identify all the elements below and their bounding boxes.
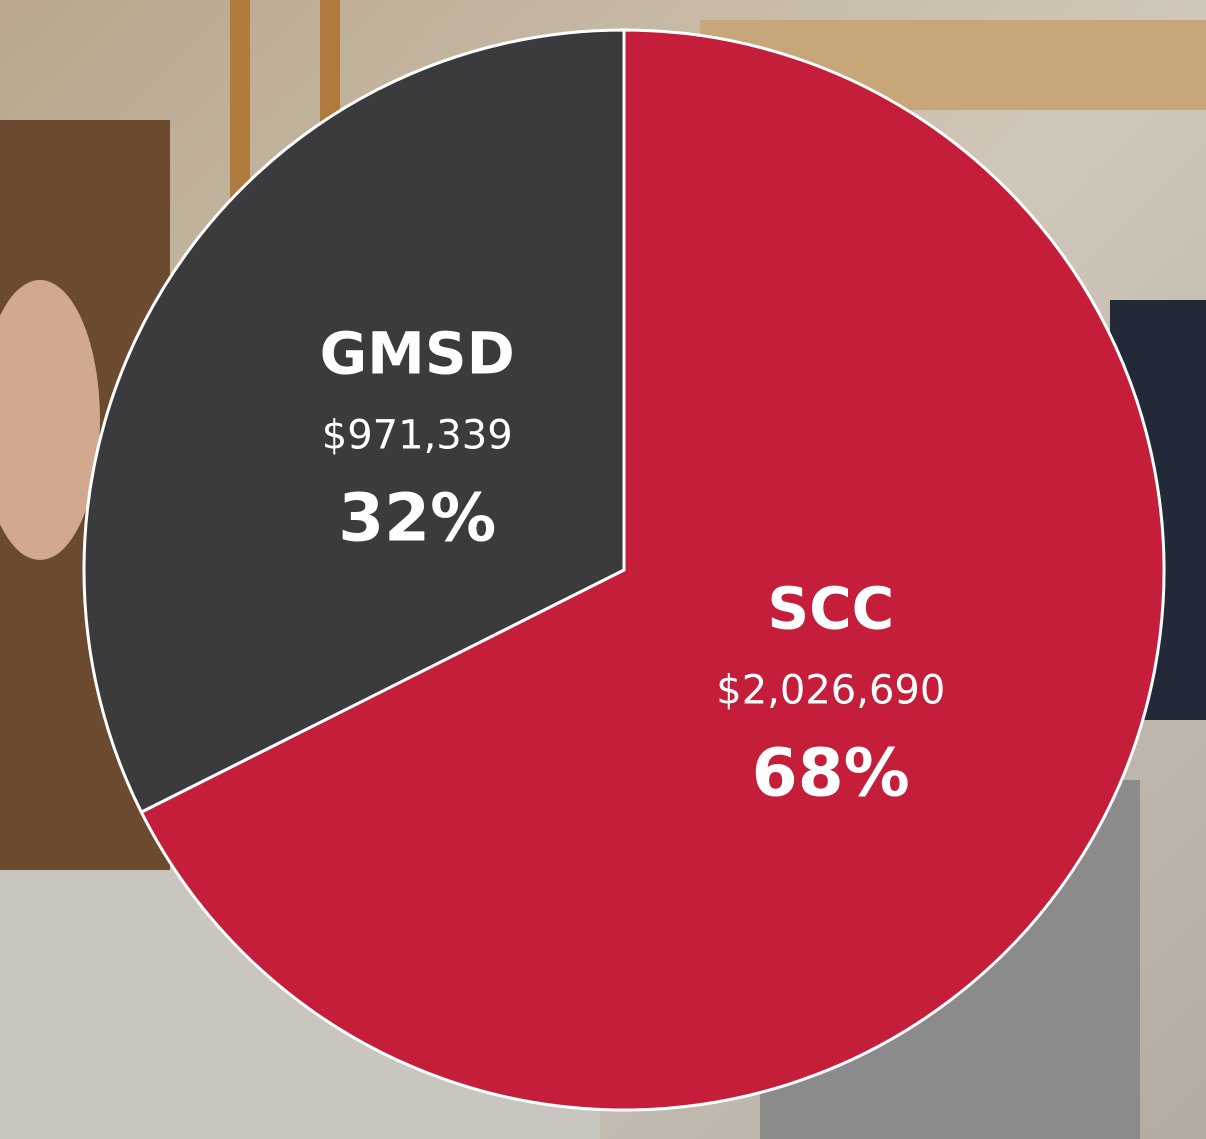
slice-value-label: $2,026,690 (716, 668, 945, 714)
slice-name: GMSD (320, 319, 515, 387)
slice-name: SCC (767, 575, 894, 643)
slice-percent-label: 68% (752, 735, 910, 812)
pie-slice (82, 28, 626, 815)
pie-slice (139, 28, 1166, 1112)
slice-percent-label: 32% (338, 479, 496, 556)
pie: SCC $2,026,690 68% GMSD $971,339 32% (82, 28, 1166, 1112)
slice-value-label: $971,339 (322, 412, 513, 458)
